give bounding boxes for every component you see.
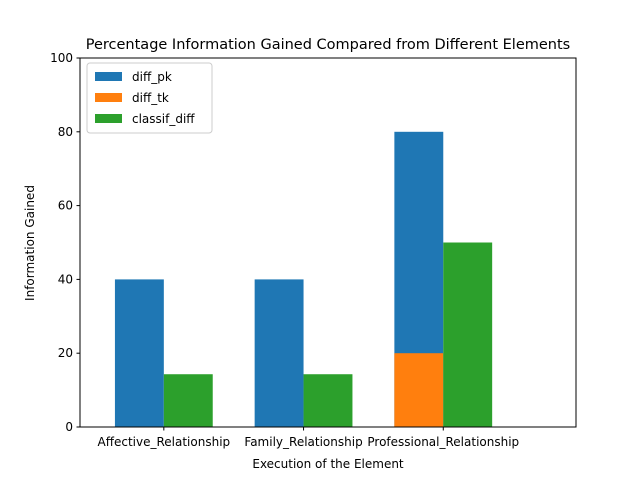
y-tick-label: 80 — [58, 125, 73, 139]
x-axis: Affective_Relationship Family_Relationshi… — [98, 427, 519, 449]
legend-label-diff_tk: diff_tk — [132, 91, 169, 105]
legend-label-diff_pk: diff_pk — [132, 70, 172, 84]
x-tick-label: Affective_Relationship — [98, 435, 231, 449]
legend-swatch-diff_tk — [95, 93, 122, 102]
y-tick-label: 20 — [58, 346, 73, 360]
legend-label-classif_diff: classif_diff — [132, 112, 195, 126]
bar-diff_pk-Affective_Relationship — [114, 279, 164, 427]
bar-diff_pk-Family_Relationship — [254, 279, 304, 427]
legend-swatch-classif_diff — [95, 114, 122, 123]
bar-classif_diff-Affective_Relationship — [163, 374, 213, 427]
x-tick-label: Family_Relationship — [244, 435, 362, 449]
plot-area-frame — [79, 57, 577, 428]
bar-classif_diff-Professional_Relationship — [443, 242, 493, 427]
bar-diff_tk-Professional_Relationship — [394, 353, 444, 427]
bar-classif_diff-Family_Relationship — [303, 374, 353, 427]
y-axis-label: Information Gained — [23, 185, 37, 301]
x-tick-label: Professional_Relationship — [367, 435, 519, 449]
y-tick-label: 60 — [58, 199, 73, 213]
y-tick-label: 100 — [50, 51, 73, 65]
chart-title: Percentage Information Gained Compared f… — [86, 37, 570, 53]
legend: diff_pk diff_tk classif_diff — [86, 62, 213, 134]
y-axis: 0 20 40 60 80 100 — [50, 51, 80, 434]
y-tick-label: 0 — [65, 420, 73, 434]
bars-group — [114, 131, 493, 428]
legend-swatch-diff_pk — [95, 72, 122, 81]
x-axis-label: Execution of the Element — [252, 457, 404, 471]
y-tick-label: 40 — [58, 272, 73, 286]
